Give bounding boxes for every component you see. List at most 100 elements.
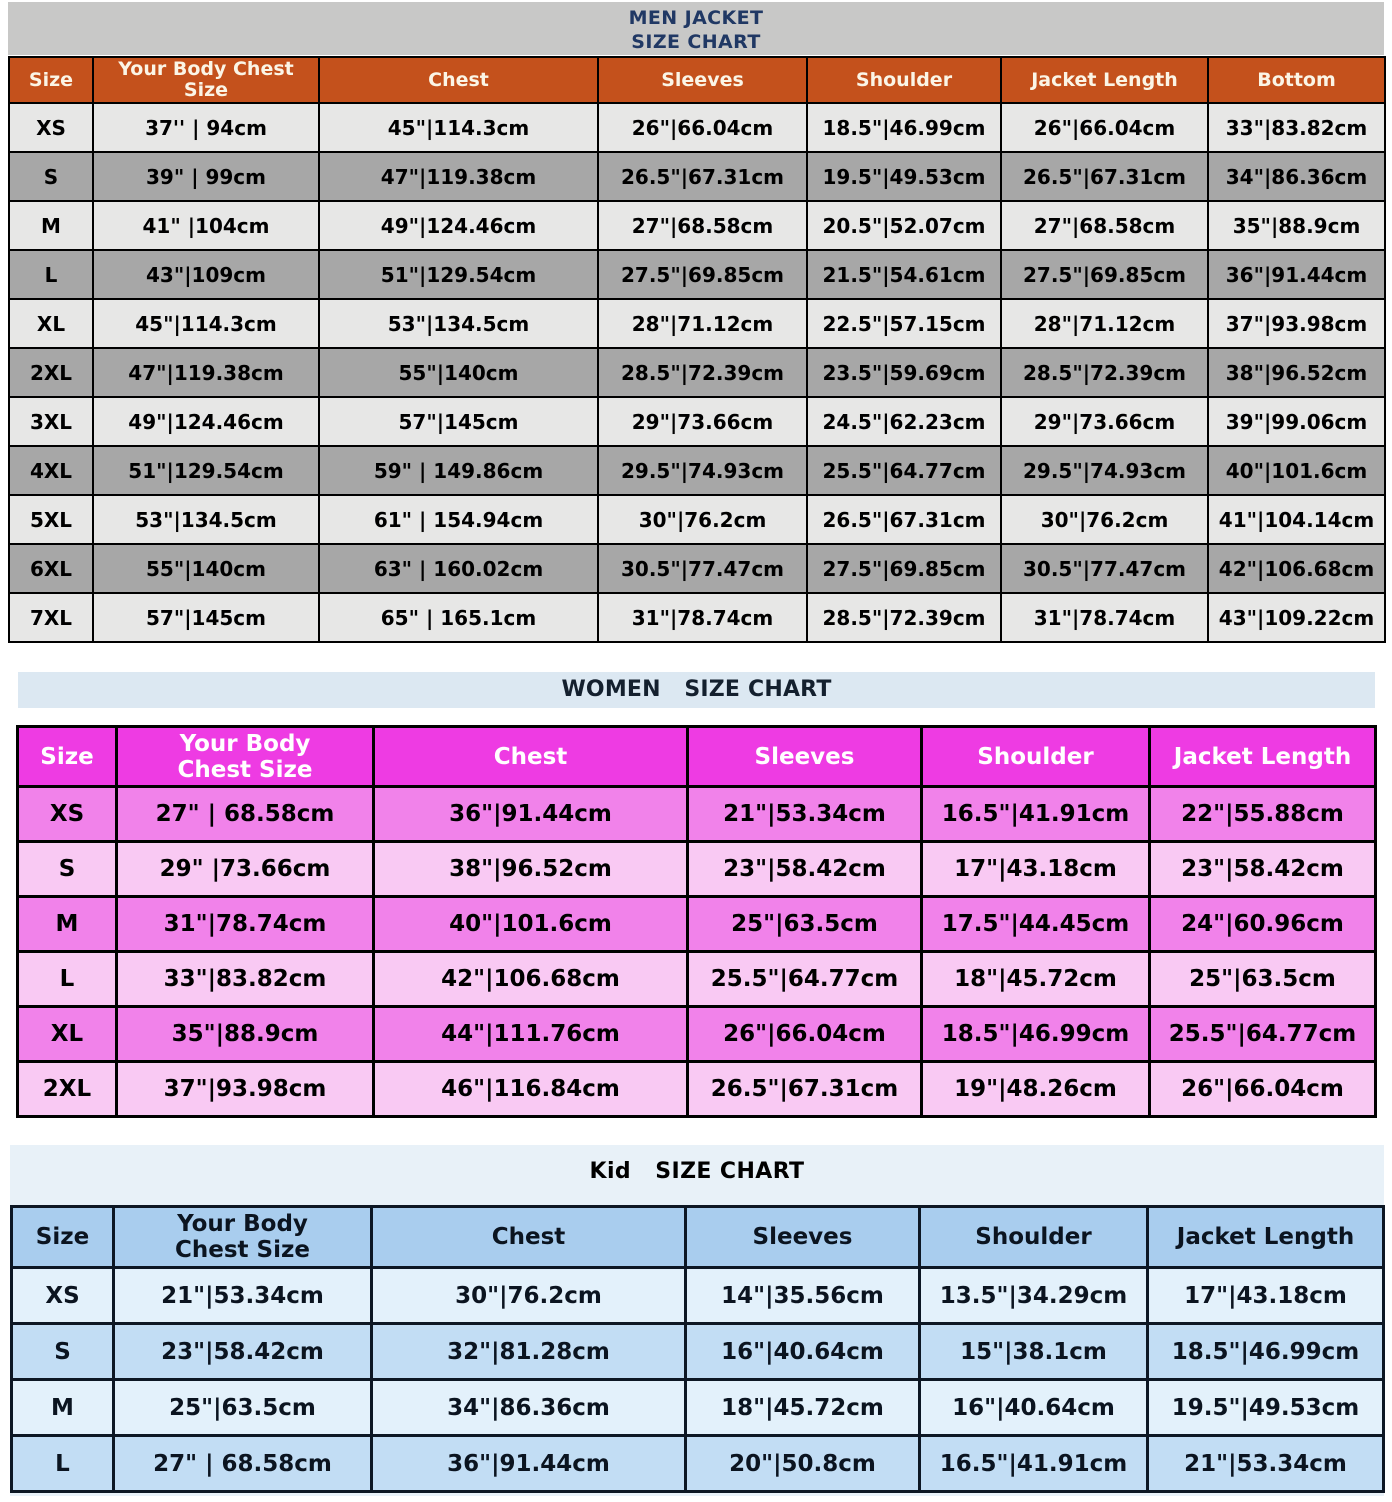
- kid-size-table-row-M-cell-5: 19.5"|49.53cm: [1146, 1378, 1385, 1437]
- men-size-table-row-S-cell-3: 26.5"|67.31cm: [597, 151, 808, 202]
- men-size-table-header-cell-2: Chest: [318, 56, 599, 104]
- kid-chart-title: Kid SIZE CHART: [589, 1159, 805, 1184]
- men-size-table-row-3XL-cell-1: 49"|124.46cm: [92, 396, 320, 447]
- kid-size-table-row-L-cell-1: 27" | 68.58cm: [112, 1434, 373, 1493]
- women-size-table-row-2XL-cell-5: 26"|66.04cm: [1148, 1060, 1377, 1118]
- men-size-table-row-XS-cell-5: 26"|66.04cm: [1000, 102, 1209, 153]
- kid-size-table-row-M-cell-0: M: [10, 1378, 115, 1437]
- men-size-table-row-M-cell-1: 41" |104cm: [92, 200, 320, 251]
- men-size-table-row-5XL-cell-6: 41"|104.14cm: [1207, 494, 1386, 545]
- women-size-table-row-S-cell-3: 23"|58.42cm: [686, 840, 923, 898]
- men-size-table-row-6XL-cell-2: 63" | 160.02cm: [318, 543, 599, 594]
- men-size-table-row-2XL-cell-6: 38"|96.52cm: [1207, 347, 1386, 398]
- men-size-table-row-5XL-cell-2: 61" | 154.94cm: [318, 494, 599, 545]
- men-size-table-row-M-cell-5: 27"|68.58cm: [1000, 200, 1209, 251]
- men-size-table-row-7XL-cell-1: 57"|145cm: [92, 592, 320, 643]
- women-size-table-row-M-cell-0: M: [16, 895, 118, 953]
- men-size-table-row-7XL-cell-5: 31"|78.74cm: [1000, 592, 1209, 643]
- men-size-table-header-cell-6: Bottom: [1207, 56, 1386, 104]
- kid-size-table-header-cell-3: Sleeves: [684, 1205, 921, 1269]
- men-size-table-row-L-cell-2: 51"|129.54cm: [318, 249, 599, 300]
- men-size-table-row-4XL-cell-2: 59" | 149.86cm: [318, 445, 599, 496]
- men-size-table-row-S-cell-1: 39" | 99cm: [92, 151, 320, 202]
- women-size-table-row-S: S 29" |73.66cm 38"|96.52cm 23"|58.42cm 17"|4…: [16, 840, 1377, 898]
- men-size-table-row-2XL-cell-5: 28.5"|72.39cm: [1000, 347, 1209, 398]
- men-size-table-header-row: Size Your Body Chest Size Chest Sleeves Shou…: [8, 56, 1386, 104]
- kid-size-table-header-row: Size Your Body Chest Size Chest Sleeves Shou…: [10, 1205, 1385, 1269]
- women-size-table-row-L-cell-2: 42"|106.68cm: [372, 950, 689, 1008]
- kid-size-table-header-cell-5: Jacket Length: [1146, 1205, 1385, 1269]
- women-size-table-row-2XL-cell-3: 26.5"|67.31cm: [686, 1060, 923, 1118]
- women-size-table-row-M-cell-1: 31"|78.74cm: [115, 895, 375, 953]
- kid-size-table-header-cell-2: Chest: [370, 1205, 687, 1269]
- men-size-table-row-3XL-cell-3: 29"|73.66cm: [597, 396, 808, 447]
- women-size-table-row-M-cell-5: 24"|60.96cm: [1148, 895, 1377, 953]
- men-size-table-row-M-cell-4: 20.5"|52.07cm: [806, 200, 1002, 251]
- men-size-table-row-S-cell-6: 34"|86.36cm: [1207, 151, 1386, 202]
- men-size-table-row-XL-cell-5: 28"|71.12cm: [1000, 298, 1209, 349]
- men-size-table-row-M-cell-0: M: [8, 200, 94, 251]
- kid-size-table-row-L-cell-2: 36"|91.44cm: [370, 1434, 687, 1493]
- men-size-table-row-4XL-cell-6: 40"|101.6cm: [1207, 445, 1386, 496]
- men-size-table-row-4XL: 4XL 51"|129.54cm 59" | 149.86cm 29.5"|74.93…: [8, 445, 1386, 496]
- men-size-table-row-XS-cell-0: XS: [8, 102, 94, 153]
- women-size-table-header-cell-2: Chest: [372, 725, 689, 788]
- women-size-table: Size Your Body Chest Size Chest Sleeves Shou…: [16, 725, 1377, 1118]
- men-size-table-row-XS-cell-6: 33"|83.82cm: [1207, 102, 1386, 153]
- kid-size-table: Size Your Body Chest Size Chest Sleeves Shou…: [10, 1205, 1385, 1493]
- men-size-table-row-5XL-cell-0: 5XL: [8, 494, 94, 545]
- men-size-table-row-3XL-cell-4: 24.5"|62.23cm: [806, 396, 1002, 447]
- men-size-table-row-5XL-cell-1: 53"|134.5cm: [92, 494, 320, 545]
- kid-size-table-header-cell-4: Shoulder: [918, 1205, 1149, 1269]
- men-size-table-row-XL-cell-3: 28"|71.12cm: [597, 298, 808, 349]
- kid-size-table-row-L-cell-4: 16.5"|41.91cm: [918, 1434, 1149, 1493]
- men-size-table-row-L: L 43"|109cm 51"|129.54cm 27.5"|69.85cm 21.5"…: [8, 249, 1386, 300]
- kid-size-table-row-S-cell-4: 15"|38.1cm: [918, 1322, 1149, 1381]
- men-size-table-row-2XL: 2XL 47"|119.38cm 55"|140cm 28.5"|72.39cm 23.…: [8, 347, 1386, 398]
- women-size-table-row-S-cell-1: 29" |73.66cm: [115, 840, 375, 898]
- women-size-table-header-cell-4: Shoulder: [920, 725, 1151, 788]
- kid-size-table-row-M: M 25"|63.5cm 34"|86.36cm 18"|45.72cm 16"|40.…: [10, 1378, 1385, 1437]
- women-size-table-row-M-cell-4: 17.5"|44.45cm: [920, 895, 1151, 953]
- men-size-table-row-XL: XL 45"|114.3cm 53"|134.5cm 28"|71.12cm 22.5"…: [8, 298, 1386, 349]
- men-size-table-row-3XL: 3XL 49"|124.46cm 57"|145cm 29"|73.66cm 24.5"…: [8, 396, 1386, 447]
- women-size-table-row-S-cell-5: 23"|58.42cm: [1148, 840, 1377, 898]
- women-size-table-row-L-cell-1: 33"|83.82cm: [115, 950, 375, 1008]
- kid-size-table-row-M-cell-1: 25"|63.5cm: [112, 1378, 373, 1437]
- men-size-table-row-5XL-cell-4: 26.5"|67.31cm: [806, 494, 1002, 545]
- kid-size-table-row-S: S 23"|58.42cm 32"|81.28cm 16"|40.64cm 15"|38…: [10, 1322, 1385, 1381]
- women-size-table-row-XL-cell-3: 26"|66.04cm: [686, 1005, 923, 1063]
- women-size-table-header-cell-5: Jacket Length: [1148, 725, 1377, 788]
- men-size-table-row-5XL-cell-3: 30"|76.2cm: [597, 494, 808, 545]
- women-size-table-row-XS-cell-1: 27" | 68.58cm: [115, 785, 375, 843]
- kid-size-table-header-cell-1: Your Body Chest Size: [112, 1205, 373, 1269]
- men-size-table-row-4XL-cell-0: 4XL: [8, 445, 94, 496]
- men-size-table-row-6XL-cell-1: 55"|140cm: [92, 543, 320, 594]
- men-size-table: Size Your Body Chest Size Chest Sleeves Shou…: [8, 56, 1386, 643]
- men-size-table-header-cell-1: Your Body Chest Size: [92, 56, 320, 104]
- kid-size-table-row-L-cell-0: L: [10, 1434, 115, 1493]
- women-size-table-row-L-cell-3: 25.5"|64.77cm: [686, 950, 923, 1008]
- men-size-table-row-XL-cell-1: 45"|114.3cm: [92, 298, 320, 349]
- men-size-table-row-2XL-cell-0: 2XL: [8, 347, 94, 398]
- women-size-table-row-XL-cell-2: 44"|111.76cm: [372, 1005, 689, 1063]
- kid-size-table-row-S-cell-3: 16"|40.64cm: [684, 1322, 921, 1381]
- men-size-table-header-cell-5: Jacket Length: [1000, 56, 1209, 104]
- men-size-table-header-cell-0: Size: [8, 56, 94, 104]
- women-size-table-row-2XL-cell-0: 2XL: [16, 1060, 118, 1118]
- men-size-table-row-L-cell-5: 27.5"|69.85cm: [1000, 249, 1209, 300]
- men-size-table-row-6XL-cell-0: 6XL: [8, 543, 94, 594]
- kid-size-table-row-S-cell-5: 18.5"|46.99cm: [1146, 1322, 1385, 1381]
- men-size-table-row-6XL-cell-5: 30.5"|77.47cm: [1000, 543, 1209, 594]
- women-size-table-row-XS-cell-3: 21"|53.34cm: [686, 785, 923, 843]
- men-size-table-row-2XL-cell-1: 47"|119.38cm: [92, 347, 320, 398]
- kid-size-table-row-M-cell-4: 16"|40.64cm: [918, 1378, 1149, 1437]
- women-chart-title: WOMEN SIZE CHART: [18, 672, 1375, 708]
- women-size-table-row-XS: XS 27" | 68.58cm 36"|91.44cm 21"|53.34cm 16.…: [16, 785, 1377, 843]
- kid-size-table-row-XS-cell-0: XS: [10, 1266, 115, 1325]
- kid-size-table-row-L-cell-5: 21"|53.34cm: [1146, 1434, 1385, 1493]
- men-size-table-row-XL-cell-6: 37"|93.98cm: [1207, 298, 1386, 349]
- men-size-table-row-XL-cell-2: 53"|134.5cm: [318, 298, 599, 349]
- women-size-table-row-XL-cell-5: 25.5"|64.77cm: [1148, 1005, 1377, 1063]
- men-size-table-row-L-cell-1: 43"|109cm: [92, 249, 320, 300]
